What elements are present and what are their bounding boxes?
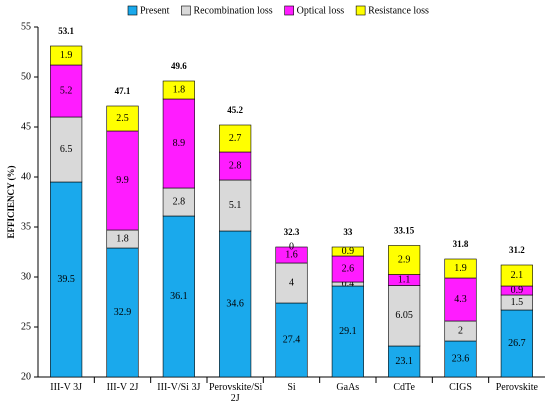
value-label: 2.1 xyxy=(511,270,524,281)
legend-swatch xyxy=(181,5,191,16)
value-label: 23.6 xyxy=(452,353,470,364)
bar-segment xyxy=(275,262,308,304)
bar-segment xyxy=(162,80,195,100)
total-label: 32.3 xyxy=(284,227,300,237)
bar-segment xyxy=(219,179,252,232)
x-tick-label: Perovskite/Si 2J xyxy=(209,382,263,404)
bar-segment xyxy=(162,187,195,217)
y-tick-label: 45 xyxy=(21,121,31,132)
x-tick-label: III-V 2J xyxy=(106,382,139,393)
legend-swatch xyxy=(284,5,294,16)
bar-segment xyxy=(444,340,477,378)
total-label: 47.1 xyxy=(115,86,131,96)
value-label: 2.6 xyxy=(342,263,355,274)
value-label: 6.5 xyxy=(60,144,73,155)
value-label: 36.1 xyxy=(170,291,188,302)
value-label: 2.7 xyxy=(229,133,242,144)
value-label: 23.1 xyxy=(395,356,413,367)
value-label: 34.6 xyxy=(226,298,244,309)
value-label: 0 xyxy=(289,241,294,252)
value-label: 2.8 xyxy=(229,160,242,171)
bar-segment xyxy=(219,230,252,378)
y-tick-label: 55 xyxy=(21,21,31,32)
legend-label: Resistance loss xyxy=(368,5,429,16)
bar-segment xyxy=(331,285,364,378)
bar-segment xyxy=(275,246,308,264)
bar-segment xyxy=(106,105,139,132)
bar-segment xyxy=(275,302,308,378)
total-label: 53.1 xyxy=(58,26,74,36)
legend-label: Optical loss xyxy=(297,5,345,16)
value-label: 0.4 xyxy=(342,278,355,289)
value-label: 0.9 xyxy=(511,285,524,296)
value-label: 29.1 xyxy=(339,326,357,337)
bar-segment xyxy=(219,151,252,181)
bar-segment xyxy=(500,264,533,287)
total-label: 31.8 xyxy=(453,239,469,249)
bar-segment xyxy=(444,277,477,322)
legend-swatch xyxy=(355,5,366,16)
total-label: 31.2 xyxy=(509,245,525,255)
bar-segment xyxy=(331,246,364,257)
x-tick-label: Si xyxy=(287,382,296,393)
y-tick-label: 50 xyxy=(21,71,31,82)
value-label: 1.1 xyxy=(398,274,411,285)
x-tick-label: CdTe xyxy=(393,382,415,393)
value-label: 0.9 xyxy=(342,246,355,257)
bar-segment xyxy=(444,258,477,279)
x-tick-label: III-V 3J xyxy=(50,382,83,393)
bar-segment xyxy=(388,345,421,378)
value-label: 39.5 xyxy=(57,274,75,285)
bar-segment xyxy=(331,255,364,283)
value-label: 6.05 xyxy=(395,310,413,321)
value-label: 2.9 xyxy=(398,254,411,265)
value-label: 1.8 xyxy=(116,233,129,244)
bar-segment xyxy=(388,285,421,347)
value-label: 5.2 xyxy=(60,85,73,96)
x-tick-label: Perovskite xyxy=(495,382,538,393)
bar-segment xyxy=(162,215,195,378)
y-tick-label: 20 xyxy=(21,371,31,382)
y-tick-label: 25 xyxy=(21,321,31,332)
value-label: 1.9 xyxy=(60,50,73,61)
value-label: 2.5 xyxy=(116,113,129,124)
legend-label: Present xyxy=(140,5,170,16)
total-label: 33 xyxy=(343,227,353,237)
value-label: 27.4 xyxy=(283,334,301,345)
value-label: 1.5 xyxy=(511,297,524,308)
value-label: 1.6 xyxy=(285,249,298,260)
value-label: 4.3 xyxy=(454,294,467,305)
bar-segment xyxy=(106,130,139,231)
y-tick-label: 35 xyxy=(21,221,31,232)
y-tick-label: 30 xyxy=(21,271,31,282)
y-axis-label: EFFICIENCY (%) xyxy=(6,166,16,239)
value-label: 32.9 xyxy=(114,307,132,318)
value-label: 2 xyxy=(458,325,463,336)
value-label: 5.1 xyxy=(229,200,242,211)
bar-segment xyxy=(219,124,252,153)
value-label: 8.9 xyxy=(173,138,186,149)
value-label: 2.8 xyxy=(173,196,186,207)
legend-swatch xyxy=(127,5,138,16)
value-label: 1.8 xyxy=(173,84,186,95)
x-tick-label: III-V/Si 3J xyxy=(157,382,201,393)
value-label: 4 xyxy=(289,277,294,288)
value-label: 26.7 xyxy=(508,338,526,349)
bar-segment xyxy=(388,245,421,275)
y-tick-label: 40 xyxy=(21,171,31,182)
value-label: 1.9 xyxy=(454,263,467,274)
legend-label: Recombination loss xyxy=(193,5,272,16)
bar-segment xyxy=(162,98,195,189)
total-label: 33.15 xyxy=(394,226,415,236)
x-tick-label: CIGS xyxy=(449,382,472,393)
total-label: 49.6 xyxy=(171,61,187,71)
bar-segment xyxy=(50,45,83,66)
total-label: 45.2 xyxy=(227,105,243,115)
value-label: 9.9 xyxy=(116,175,129,186)
x-tick-label: GaAs xyxy=(336,382,360,393)
